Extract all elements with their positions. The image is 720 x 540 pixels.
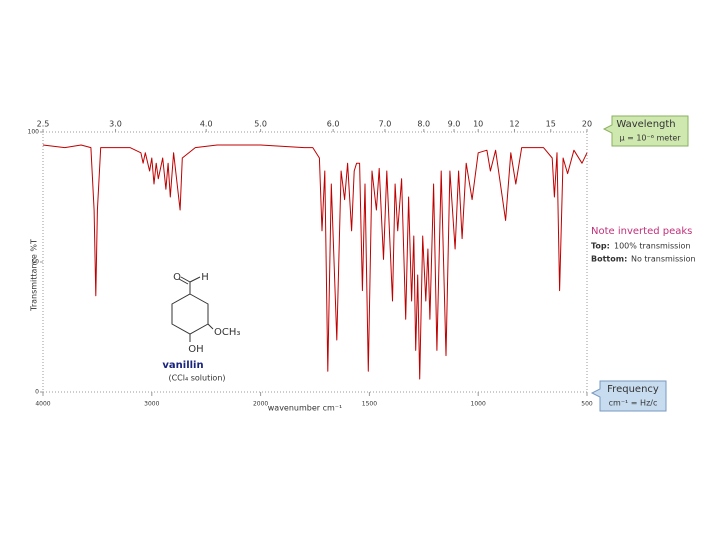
top-tick-label: 10 [473, 120, 483, 129]
top-tick-label: 5.0 [254, 120, 267, 129]
atom-label: H [201, 272, 209, 283]
top-tick-label: 2.5 [37, 120, 50, 129]
compound-name: vanillin [162, 360, 203, 371]
top-tick-label: 7.0 [379, 120, 392, 129]
top-tick-label: 4.0 [200, 120, 213, 129]
note-text: 100% transmission [614, 242, 691, 251]
atom-label: OCH₃ [214, 327, 240, 338]
y-axis-label: Transmittance %T [30, 239, 39, 312]
note-label: Top: [591, 242, 610, 251]
note-label: Bottom: [591, 255, 627, 264]
plot-frame [42, 131, 588, 393]
wavelength-callout: Wavelength μ = 10⁻⁶ meter [602, 115, 689, 147]
callout-text: cm⁻¹ = Hz/c [609, 399, 658, 408]
spectrum-line [42, 144, 588, 380]
top-tick-label: 3.0 [109, 120, 122, 129]
x-tick-label: 4000 [35, 401, 50, 408]
y-tick-label: 0 [35, 389, 39, 396]
top-tick-label: 8.0 [417, 120, 430, 129]
y-tick-label: 100 [28, 129, 40, 136]
callout-title: Frequency [607, 384, 659, 395]
callout-title: Wavelength [616, 119, 675, 130]
bonds [178, 276, 214, 342]
x-tick-label: 1000 [471, 401, 486, 408]
molecule [171, 276, 214, 342]
x-tick-label: 3000 [144, 401, 159, 408]
top-tick-label: 12 [509, 120, 519, 129]
top-tick-label: 9.0 [448, 120, 461, 129]
atom-label: O [173, 272, 181, 283]
x-tick-label: 2000 [253, 401, 268, 408]
atom-label: OH [188, 344, 203, 355]
note-title: Note inverted peaks [591, 226, 692, 237]
solvent: (CCl₄ solution) [168, 374, 225, 383]
top-tick-label: 15 [546, 120, 556, 129]
note-text: No transmission [631, 255, 696, 264]
callout-text: μ = 10⁻⁶ meter [619, 134, 681, 143]
ring [171, 293, 209, 335]
x-axis-label: wavenumber cm⁻¹ [268, 404, 343, 413]
y-tick-label: 50 [31, 259, 39, 266]
note: Note inverted peaks Top: 100% transmissi… [591, 226, 696, 264]
top-tick-label: 20 [582, 120, 592, 129]
x-tick-label: 500 [581, 401, 593, 408]
frequency-callout: Frequency cm⁻¹ = Hz/c [590, 380, 667, 412]
callout-box [602, 115, 689, 147]
x-tick-label: 1500 [362, 401, 377, 408]
top-tick-label: 6.0 [327, 120, 340, 129]
callout-box [590, 380, 667, 412]
